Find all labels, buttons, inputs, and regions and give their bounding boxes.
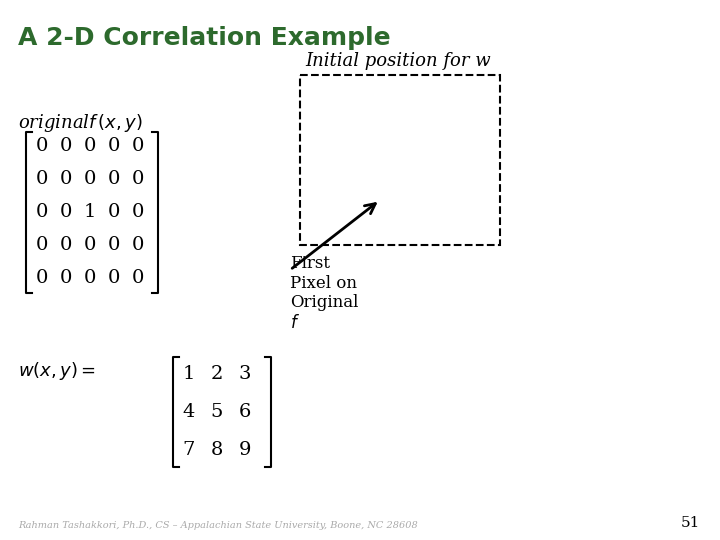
Text: 0: 0 — [132, 203, 144, 221]
Text: 0: 0 — [60, 203, 72, 221]
Text: A 2-D Correlation Example: A 2-D Correlation Example — [18, 26, 391, 50]
Text: Rahman Tashakkori, Ph.D., CS – Appalachian State University, Boone, NC 28608: Rahman Tashakkori, Ph.D., CS – Appalachi… — [18, 521, 418, 530]
Text: 0: 0 — [36, 170, 48, 188]
Text: 5: 5 — [211, 403, 223, 421]
Text: 0: 0 — [36, 236, 48, 254]
Text: 6: 6 — [239, 403, 251, 421]
Text: 0: 0 — [84, 269, 96, 287]
Text: 0: 0 — [84, 137, 96, 155]
Text: 0: 0 — [132, 269, 144, 287]
Text: 0: 0 — [108, 170, 120, 188]
Text: 7: 7 — [183, 441, 195, 459]
Text: 0: 0 — [60, 269, 72, 287]
Text: 0: 0 — [132, 236, 144, 254]
Text: 2: 2 — [211, 365, 223, 383]
Bar — [300, 75, 500, 245]
Text: 0: 0 — [36, 203, 48, 221]
Text: 51: 51 — [680, 516, 700, 530]
Text: 3: 3 — [239, 365, 251, 383]
Text: original$f\,(x,y)$: original$f\,(x,y)$ — [18, 112, 143, 134]
Text: 1: 1 — [84, 203, 96, 221]
Text: 0: 0 — [36, 269, 48, 287]
Text: 0: 0 — [108, 269, 120, 287]
Text: 0: 0 — [36, 137, 48, 155]
Text: 0: 0 — [60, 170, 72, 188]
Text: First
Pixel on
Original
$f$: First Pixel on Original $f$ — [290, 255, 359, 332]
Text: 8: 8 — [211, 441, 223, 459]
Text: 0: 0 — [132, 137, 144, 155]
Text: 4: 4 — [183, 403, 195, 421]
Text: $w(x,y)=$: $w(x,y)=$ — [18, 360, 96, 382]
Text: 9: 9 — [239, 441, 251, 459]
Text: 0: 0 — [84, 170, 96, 188]
Text: 0: 0 — [132, 170, 144, 188]
Text: 0: 0 — [108, 203, 120, 221]
Text: 0: 0 — [108, 236, 120, 254]
Text: 0: 0 — [60, 236, 72, 254]
Text: 0: 0 — [84, 236, 96, 254]
Text: Initial position for w: Initial position for w — [305, 52, 490, 70]
Text: 0: 0 — [60, 137, 72, 155]
Text: 0: 0 — [108, 137, 120, 155]
Text: 1: 1 — [183, 365, 195, 383]
